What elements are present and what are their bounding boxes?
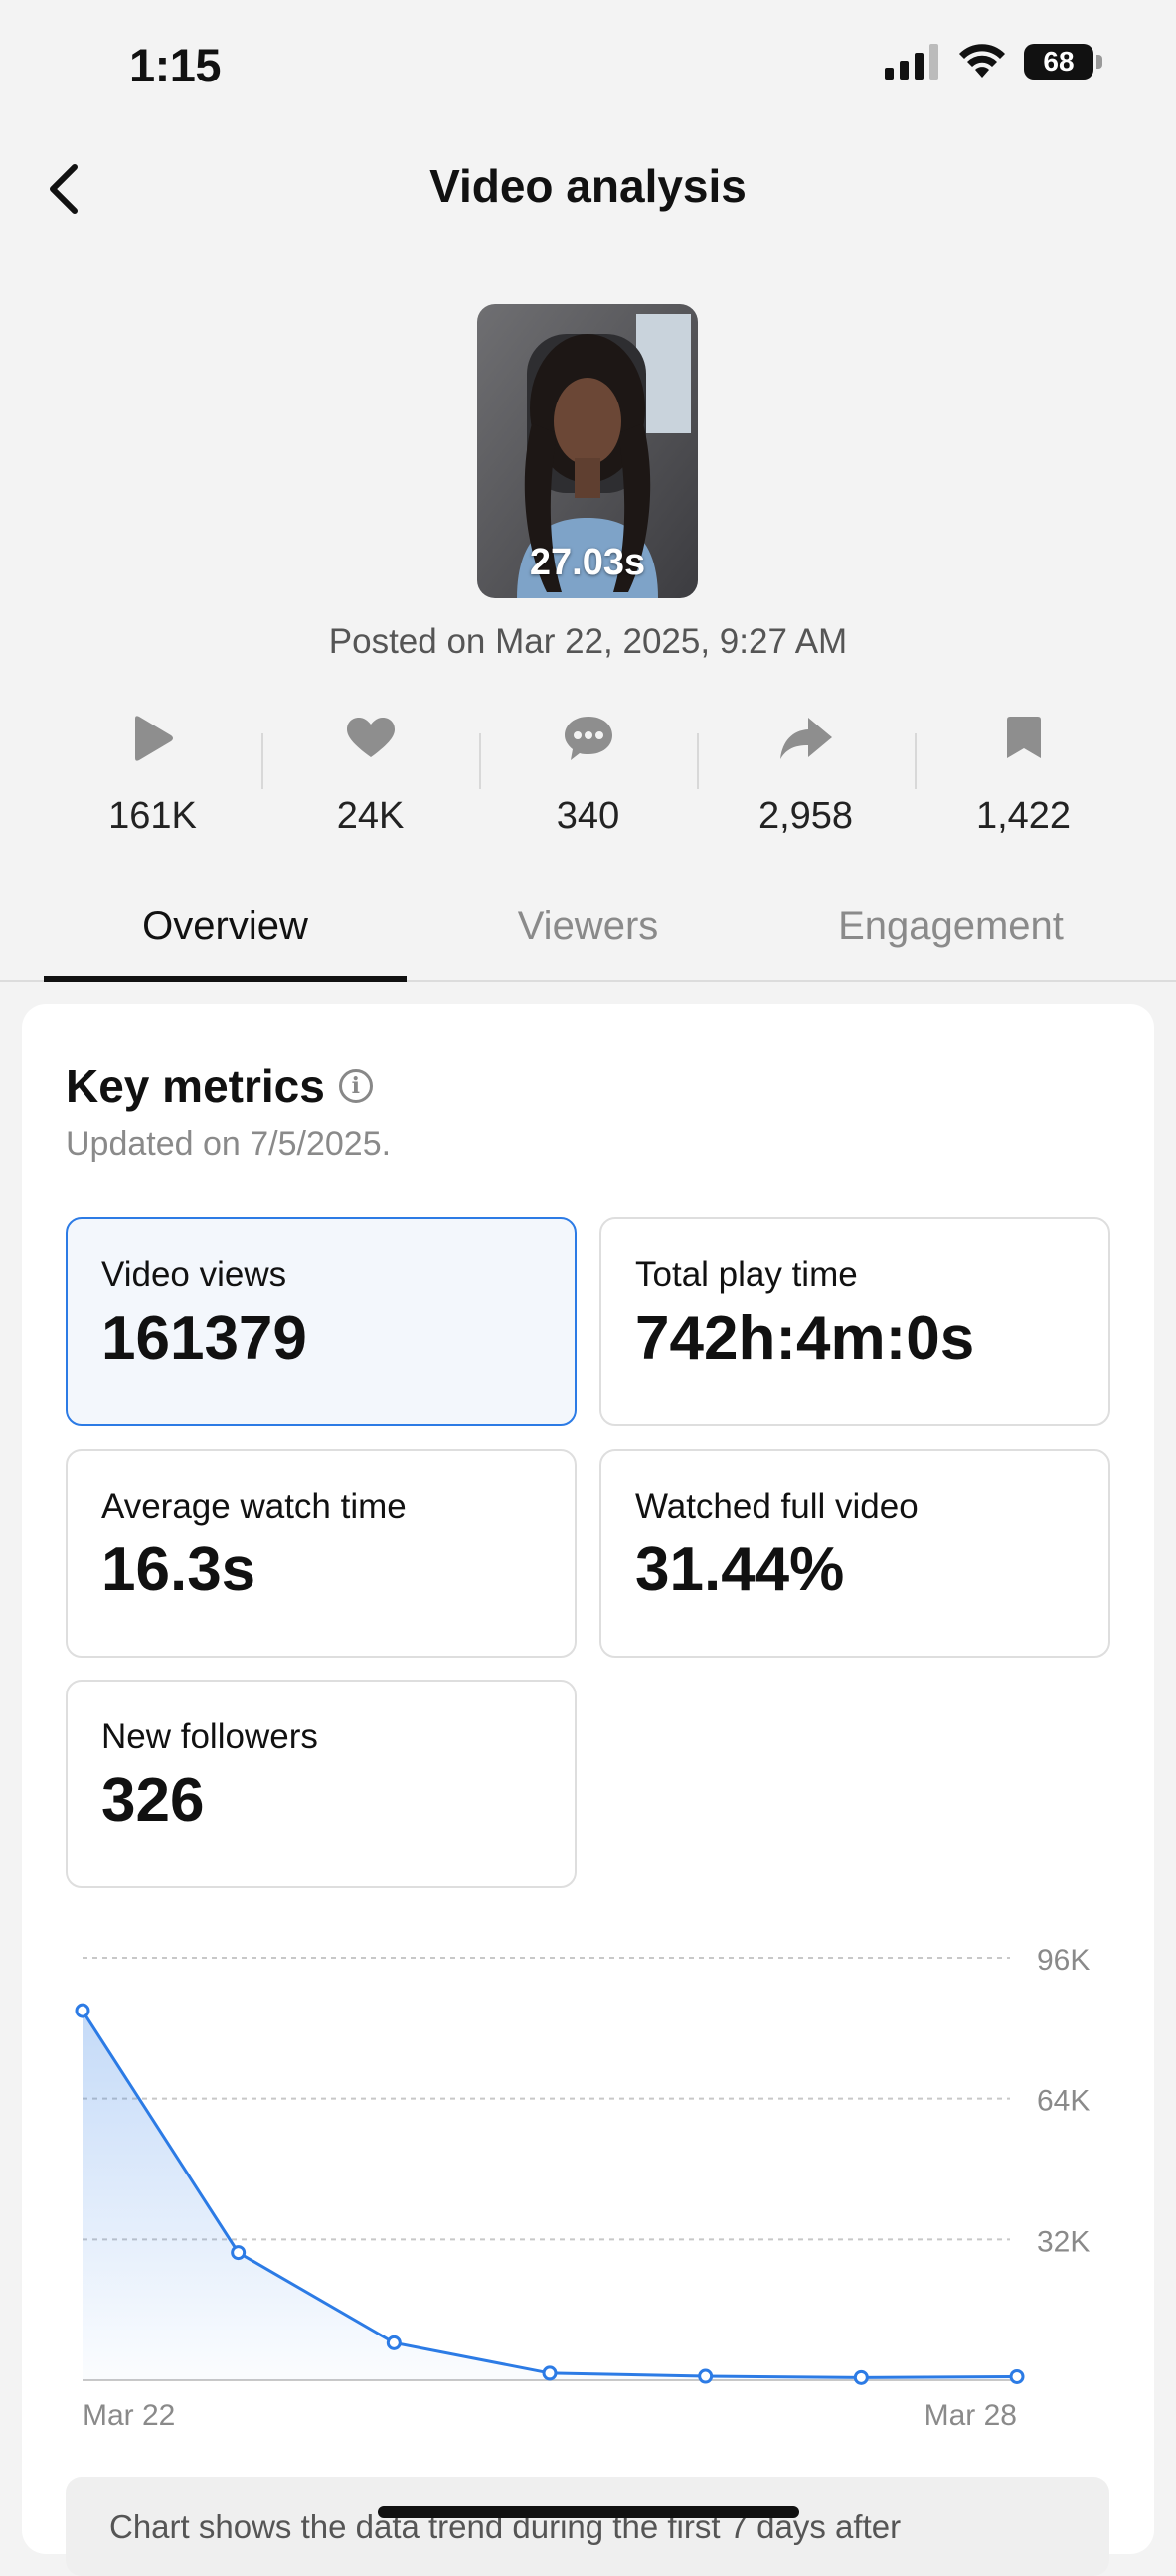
y-tick-label: 64K [1037,2085,1090,2118]
metric-label: Watched full video [635,1487,919,1526]
metric-value: 161379 [101,1304,307,1372]
home-indicator[interactable] [378,2506,799,2518]
battery-icon: 68 [1024,44,1102,80]
stat-value: 340 [556,795,620,837]
metric-label: Total play time [635,1255,858,1294]
updated-date: Updated on 7/5/2025. [66,1125,392,1163]
metric-value: 742h:4m:0s [635,1304,975,1372]
stat-value: 2,958 [757,795,854,837]
metric-label: New followers [101,1717,318,1756]
metric-video-views[interactable]: Video views 161379 [66,1217,577,1426]
tab-bar: Overview Viewers Engagement [0,894,1176,982]
series-area [83,2011,1017,2380]
thumbnail-image [477,304,698,598]
bookmark-icon [1006,708,1041,769]
video-duration: 27.03s [529,542,646,583]
stat-saves: 1,422 [915,708,1132,838]
data-point [1009,2368,1025,2384]
wifi-icon [959,44,1005,78]
status-time: 1:15 [129,39,222,91]
views-trend-chart: 96K 64K 32K Mar 22 Mar 28 [75,1944,1090,2432]
data-point [386,2334,402,2350]
comment-icon [563,708,614,769]
data-point [853,2369,869,2385]
battery-level: 68 [1024,44,1093,80]
heart-icon [346,708,395,769]
chart-note: Chart shows the data trend during the fi… [66,2477,1109,2576]
metric-watched-full-video[interactable]: Watched full video 31.44% [599,1449,1110,1658]
cellular-signal-icon [885,44,938,80]
share-icon [778,708,834,769]
info-icon[interactable]: i [338,1069,373,1103]
metric-label: Video views [101,1255,287,1294]
metric-value: 16.3s [101,1535,256,1604]
posted-date: Posted on Mar 22, 2025, 9:27 AM [328,622,848,661]
engagement-stats: 161K 24K 340 2,958 1,422 [44,708,1132,838]
metric-average-watch-time[interactable]: Average watch time 16.3s [66,1449,577,1658]
stat-value: 161K [108,795,197,837]
stat-value: 24K [336,795,405,837]
tab-engagement[interactable]: Engagement [838,904,1064,948]
data-point [231,2245,247,2261]
y-tick-label: 96K [1037,1944,1090,1977]
stat-likes: 24K [261,708,479,838]
metric-new-followers[interactable]: New followers 326 [66,1680,577,1888]
play-icon [131,708,175,769]
x-tick-label: Mar 22 [83,2399,175,2432]
key-metrics-title: Key metrics [66,1060,325,1112]
key-metrics-heading: Key metrics i [66,1059,373,1113]
status-icons: 68 [885,44,1102,80]
tab-overview[interactable]: Overview [44,894,407,982]
stat-plays: 161K [44,708,261,838]
video-thumbnail[interactable]: 27.03s [477,304,698,598]
x-tick-label: Mar 28 [924,2399,1017,2432]
data-point [542,2365,558,2381]
metric-value: 326 [101,1766,205,1835]
y-tick-label: 32K [1037,2225,1090,2258]
chevron-left-icon [50,164,78,214]
metric-label: Average watch time [101,1487,407,1526]
stat-shares: 2,958 [697,708,915,838]
data-point [698,2368,714,2384]
tab-viewers[interactable]: Viewers [517,904,659,948]
data-point [75,2003,90,2018]
page-title: Video analysis [429,160,747,212]
metric-total-play-time[interactable]: Total play time 742h:4m:0s [599,1217,1110,1426]
metric-value: 31.44% [635,1535,845,1604]
stat-value: 1,422 [975,795,1072,837]
stat-comments: 340 [479,708,697,838]
back-button[interactable] [30,149,99,229]
